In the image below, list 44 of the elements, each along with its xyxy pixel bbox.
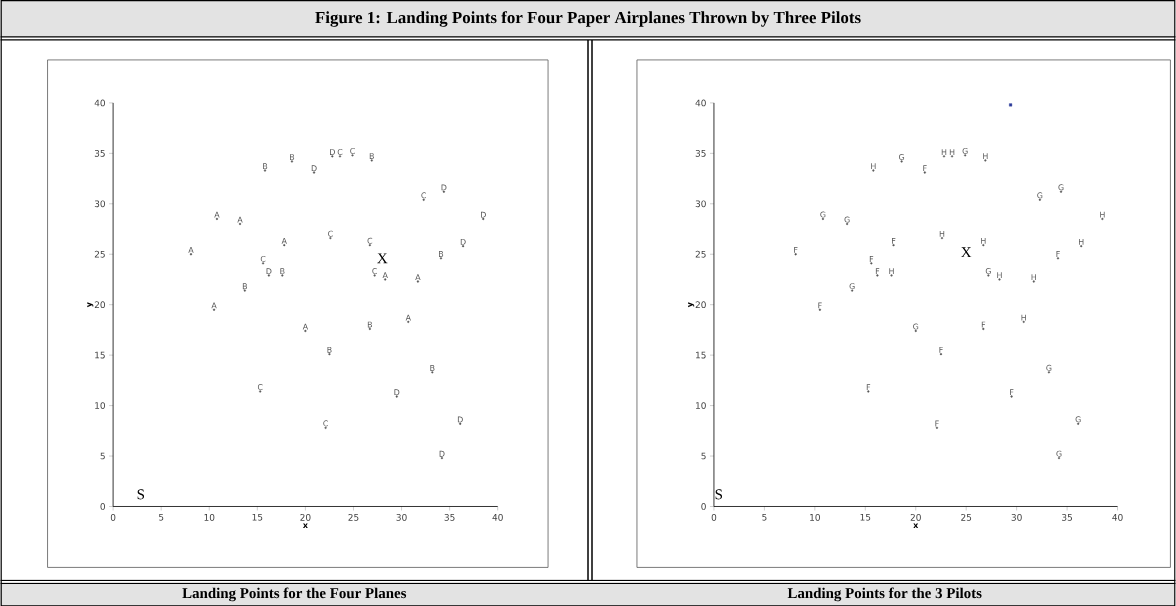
- y-tick-label: 0: [100, 502, 105, 510]
- text: Landing Points for the Four Planes: [182, 587, 407, 602]
- x-tick-label: 5: [159, 513, 164, 521]
- y-tick-label: 10: [95, 402, 105, 409]
- y-tick-label: 30: [695, 200, 706, 207]
- annotation: S: [715, 489, 723, 500]
- y-tick-label: 15: [696, 351, 706, 359]
- y-tick-label: 10: [696, 402, 706, 409]
- x-tick-label: 0: [711, 513, 717, 521]
- x-tick-label: 10: [810, 513, 820, 521]
- y-tick-label: 25: [695, 250, 706, 258]
- y-tick-label: 20: [695, 301, 706, 308]
- point: [1009, 103, 1013, 107]
- y-tick-label: 20: [94, 301, 105, 308]
- x-tick-label: 40: [492, 513, 503, 521]
- x-tick-label: 5: [762, 513, 767, 521]
- x-tick-label: 15: [252, 513, 263, 521]
- x-tick-label: 0: [110, 513, 116, 521]
- x-tick-label: 10: [204, 513, 215, 521]
- y-tick-label: 30: [94, 200, 105, 207]
- annotation: X: [961, 247, 972, 257]
- x-tick-label: 35: [444, 513, 455, 521]
- x-tick-label: 25: [961, 513, 972, 521]
- x-tick-label: 40: [1112, 513, 1123, 521]
- y-tick-label: 5: [701, 452, 706, 460]
- y-tick-label: 15: [95, 351, 105, 359]
- text: Landing Points for the 3 Pilots: [787, 587, 982, 602]
- x-tick-label: 20: [910, 513, 921, 521]
- x-tick-label: 30: [396, 513, 407, 521]
- y-tick-label: 40: [695, 99, 706, 107]
- y-tick-label: 0: [701, 502, 706, 510]
- annotation: X: [377, 253, 388, 263]
- y-tick-label: 5: [100, 452, 105, 460]
- x-tick-label: 30: [1011, 513, 1022, 521]
- annotation: S: [137, 489, 145, 500]
- x-tick-label: 25: [348, 513, 359, 521]
- y-tick-label: 35: [94, 149, 105, 157]
- x-tick-label: 15: [860, 513, 871, 521]
- text: Figure 1: Landing Points for Four Paper Airplanes Thrown by Three Pilots: [315, 10, 861, 27]
- y-tick-label: 35: [695, 149, 706, 157]
- x-tick-label: 35: [1062, 513, 1073, 521]
- x-tick-label: 20: [300, 513, 311, 521]
- y-tick-label: 40: [94, 99, 105, 107]
- y-tick-label: 25: [94, 250, 105, 258]
